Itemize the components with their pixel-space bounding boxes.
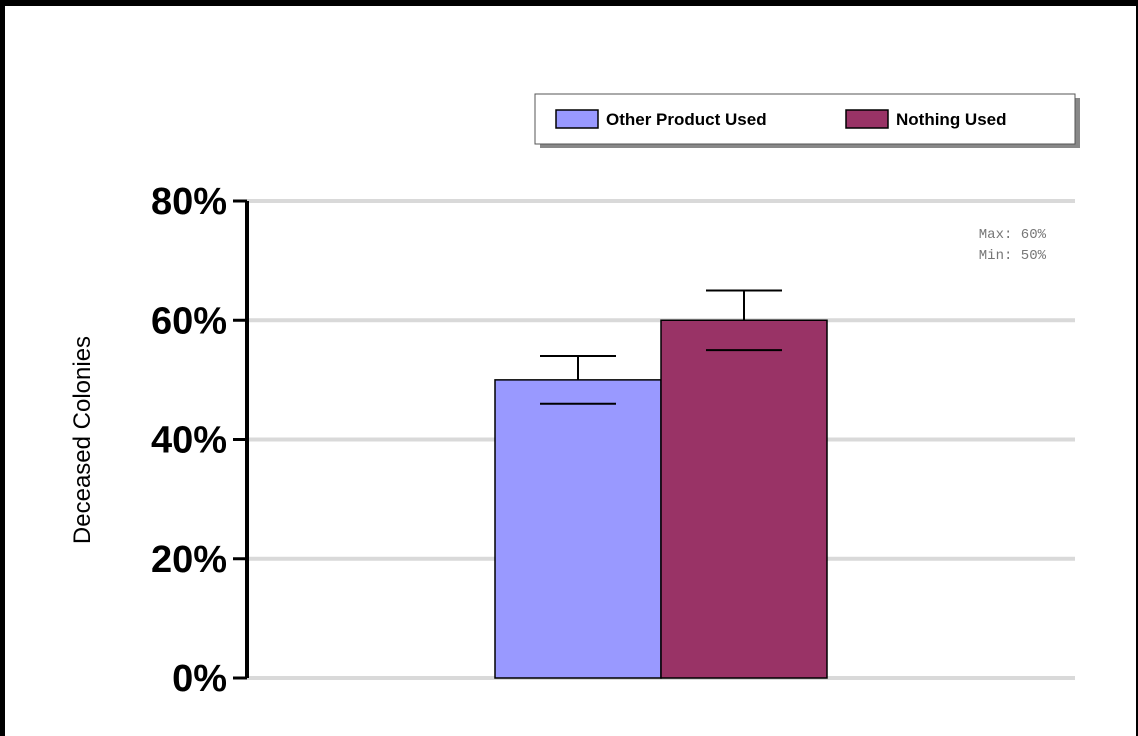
- y-tick-label: 80%: [151, 181, 227, 223]
- bar-layer: [494, 319, 828, 679]
- y-axis-label: Deceased Colonies: [69, 336, 96, 544]
- legend-box: [534, 93, 1076, 145]
- bar-other-product-used: [494, 379, 662, 679]
- y-tick-label: 40%: [151, 420, 227, 462]
- min-annotation: Min: 50%: [979, 248, 1047, 264]
- legend-swatch-other-product: [555, 109, 599, 129]
- y-tick-labels: 0% 20% 40% 60% 80%: [151, 181, 247, 700]
- bar-nothing-used: [660, 319, 828, 679]
- legend: Other Product Used Nothing Used: [534, 93, 1080, 148]
- legend-label-other-product: Other Product Used: [606, 110, 767, 129]
- legend-swatch-nothing-used: [845, 109, 889, 129]
- error-bar-other-product-used: [540, 355, 616, 405]
- y-tick-label: 0%: [172, 658, 227, 700]
- max-annotation: Max: 60%: [979, 227, 1047, 243]
- error-bar-layer: [540, 289, 782, 405]
- error-bar-nothing-used: [706, 289, 782, 352]
- legend-label-nothing-used: Nothing Used: [896, 110, 1007, 129]
- y-tick-label: 60%: [151, 300, 227, 342]
- y-tick-label: 20%: [151, 539, 227, 581]
